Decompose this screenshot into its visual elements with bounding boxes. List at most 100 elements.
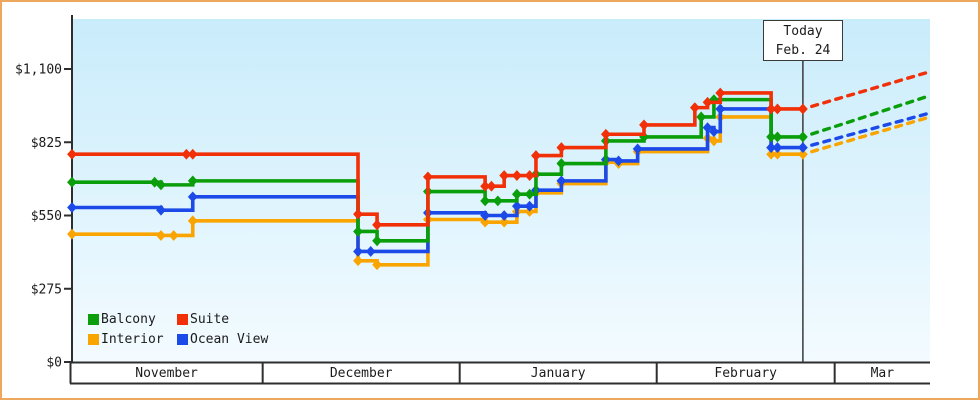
data-point-marker <box>480 210 491 221</box>
series-markers-suite <box>67 87 808 231</box>
data-point-marker <box>772 148 783 160</box>
series-markers-balcony <box>67 94 808 247</box>
data-point-marker <box>353 255 363 267</box>
legend-item-ocean-view: Ocean View <box>177 330 268 349</box>
data-point-marker <box>797 103 808 115</box>
legend-label: Balcony <box>101 312 156 327</box>
month-label-february: February <box>714 366 777 381</box>
data-point-marker <box>499 216 510 228</box>
data-point-marker <box>365 246 376 257</box>
y-tick-label: $825 <box>31 136 62 151</box>
data-point-marker <box>715 103 726 115</box>
today-label: Today <box>783 24 823 39</box>
data-point-marker <box>613 155 624 167</box>
data-point-marker <box>556 158 567 169</box>
data-point-marker <box>372 259 382 271</box>
data-point-marker <box>715 87 726 99</box>
data-point-marker <box>156 179 166 191</box>
legend-swatch-interior <box>88 334 99 345</box>
today-date: Feb. 24 <box>775 43 831 58</box>
y-tick-label: $275 <box>31 282 62 297</box>
data-point-marker <box>156 204 166 216</box>
month-label-january: January <box>531 366 586 381</box>
series-line-balcony <box>72 97 803 243</box>
legend-label: Interior <box>101 332 164 347</box>
month-band <box>69 361 930 385</box>
legend-item-balcony: Balcony <box>88 310 177 329</box>
data-point-marker <box>797 148 808 160</box>
month-label-mar: Mar <box>871 366 895 381</box>
today-marker-box: Today Feb. 24 <box>763 20 843 61</box>
legend: Balcony Suite Interior Ocean View <box>88 310 268 349</box>
data-point-marker <box>353 208 363 220</box>
data-point-marker <box>702 122 713 133</box>
data-point-marker <box>772 103 783 115</box>
data-point-marker <box>524 200 535 212</box>
data-point-marker <box>766 131 777 143</box>
data-point-marker <box>187 215 198 227</box>
projection-suite <box>810 69 932 109</box>
data-point-marker <box>187 191 198 203</box>
data-point-marker <box>499 210 510 221</box>
data-point-marker <box>797 131 808 143</box>
data-point-marker <box>797 142 808 153</box>
data-point-marker <box>639 131 649 143</box>
projection-interior <box>810 115 932 154</box>
month-label-november: November <box>135 366 198 381</box>
data-point-marker <box>696 111 707 123</box>
data-point-marker <box>372 219 382 231</box>
data-point-marker <box>499 170 510 181</box>
data-point-marker <box>632 143 643 155</box>
legend-item-suite: Suite <box>177 310 268 329</box>
legend-swatch-suite <box>177 314 188 325</box>
data-point-marker <box>556 142 567 153</box>
data-point-marker <box>168 230 179 241</box>
data-point-marker <box>67 176 77 188</box>
data-point-marker <box>67 202 77 213</box>
data-point-marker <box>511 170 522 181</box>
data-point-marker <box>709 126 719 137</box>
data-point-marker <box>187 148 198 160</box>
data-point-marker <box>67 148 77 160</box>
data-point-marker <box>639 119 649 131</box>
y-tick-label: $0 <box>46 356 62 371</box>
data-point-marker <box>353 226 363 237</box>
data-point-marker <box>772 131 783 143</box>
y-tick-label: $550 <box>31 209 62 224</box>
projection-ocean-view <box>810 111 932 147</box>
data-point-marker <box>772 142 783 153</box>
plot-area <box>73 19 930 362</box>
data-point-marker <box>156 230 166 241</box>
legend-label: Ocean View <box>190 332 269 347</box>
legend-item-interior: Interior <box>88 330 177 349</box>
legend-swatch-ocean-view <box>177 334 188 345</box>
data-point-marker <box>524 170 535 181</box>
data-point-marker <box>511 188 522 200</box>
data-point-marker <box>766 103 777 115</box>
data-point-marker <box>556 175 567 187</box>
data-point-marker <box>187 175 198 187</box>
data-point-marker <box>492 195 503 207</box>
data-point-marker <box>480 180 491 192</box>
data-point-marker <box>372 235 382 247</box>
data-point-marker <box>353 246 363 257</box>
data-point-marker <box>480 216 491 228</box>
data-point-marker <box>689 102 700 114</box>
data-point-marker <box>702 96 713 108</box>
month-label-december: December <box>330 366 393 381</box>
data-point-marker <box>524 188 535 200</box>
projection-balcony <box>810 93 932 136</box>
data-point-marker <box>486 180 497 192</box>
data-point-marker <box>531 150 541 161</box>
data-point-marker <box>67 228 77 240</box>
legend-swatch-balcony <box>88 314 99 325</box>
data-point-marker <box>511 200 522 212</box>
legend-label: Suite <box>190 312 230 327</box>
data-point-marker <box>480 195 491 207</box>
data-point-marker <box>600 128 611 140</box>
data-point-marker <box>709 135 719 147</box>
data-point-marker <box>181 148 192 160</box>
data-point-marker <box>766 148 777 160</box>
